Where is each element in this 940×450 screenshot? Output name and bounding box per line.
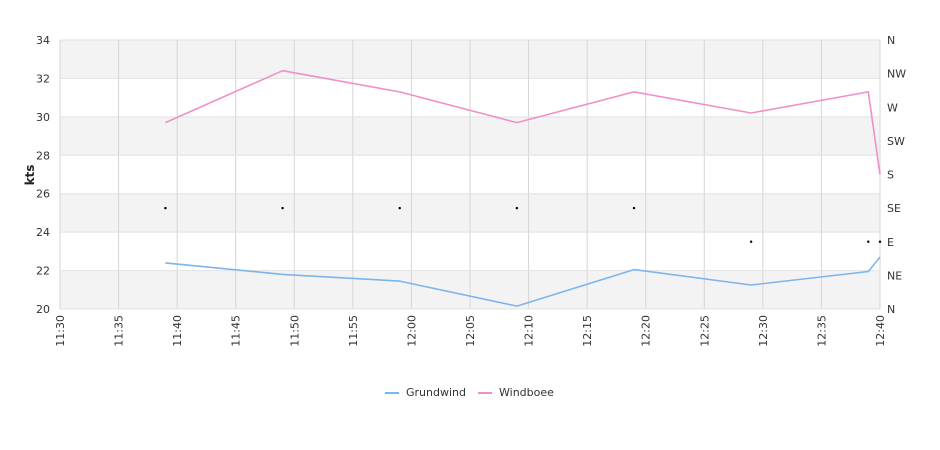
series-line-windboee (165, 69, 881, 175)
x-tick-label: 11:30 (54, 315, 67, 347)
x-tick-label: 12:30 (757, 315, 770, 347)
y-tick-label: 34 (36, 34, 50, 47)
y-tick-label: 20 (36, 303, 50, 316)
x-tick-label: 11:45 (230, 315, 243, 347)
right-tick-label: E (887, 236, 894, 249)
direction-marker (398, 206, 401, 210)
x-tick-label: 11:35 (113, 315, 126, 347)
x-tick-label: 12:25 (698, 315, 711, 347)
x-tick-label: 12:00 (405, 315, 418, 347)
x-tick-label: 12:20 (640, 315, 653, 347)
right-tick-label: N (887, 34, 895, 47)
direction-marker (878, 240, 882, 243)
y-tick-label: 32 (36, 72, 50, 85)
y-tick-label: 28 (36, 149, 50, 162)
y-axis-tick-labels: 20 22 24 26 28 30 32 34 (36, 34, 50, 316)
direction-marker (867, 240, 870, 243)
vertical-gridlines (59, 40, 881, 309)
y-tick-label: 22 (36, 265, 50, 278)
x-tick-label: 11:50 (288, 315, 301, 347)
direction-marker (749, 240, 753, 243)
y-tick-label: 30 (36, 111, 50, 124)
direction-marker (281, 206, 284, 210)
right-tick-label: SW (887, 135, 905, 148)
right-tick-label: N (887, 303, 895, 316)
series-lines (165, 69, 881, 307)
right-tick-label: S (887, 169, 894, 182)
x-tick-label: 12:05 (464, 315, 477, 347)
x-tick-label: 12:15 (581, 315, 594, 347)
legend-label: Windboee (499, 386, 554, 399)
legend-label: Grundwind (406, 386, 466, 399)
legend-item-grundwind[interactable]: Grundwind (385, 386, 466, 399)
x-tick-label: 11:55 (347, 315, 360, 347)
direction-marker (515, 206, 519, 210)
horizontal-gridlines (60, 39, 880, 310)
right-tick-label: SE (887, 202, 901, 215)
legend-item-windboee[interactable]: Windboee (478, 386, 554, 399)
right-axis-tick-labels: N NE E SE S SW W NW N (887, 34, 906, 316)
x-tick-label: 12:10 (523, 315, 536, 347)
y-tick-label: 26 (36, 188, 50, 201)
series-line-grundwind (165, 256, 881, 307)
y-axis-label: kts (23, 165, 37, 186)
y-tick-label: 24 (36, 226, 50, 239)
direction-marker (632, 206, 636, 210)
direction-markers (164, 206, 882, 243)
x-axis-tick-labels: 11:30 11:35 11:40 11:45 11:50 11:55 12:00 12:05… (54, 315, 887, 347)
x-tick-label: 11:40 (171, 315, 184, 347)
x-tick-label: 12:35 (815, 315, 828, 347)
x-tick-label: 12:40 (874, 315, 887, 347)
legend[interactable]: Grundwind Windboee (385, 386, 554, 399)
direction-marker (164, 206, 167, 210)
right-tick-label: NW (887, 68, 906, 81)
right-tick-label: NE (887, 269, 902, 282)
right-tick-label: W (887, 101, 898, 114)
